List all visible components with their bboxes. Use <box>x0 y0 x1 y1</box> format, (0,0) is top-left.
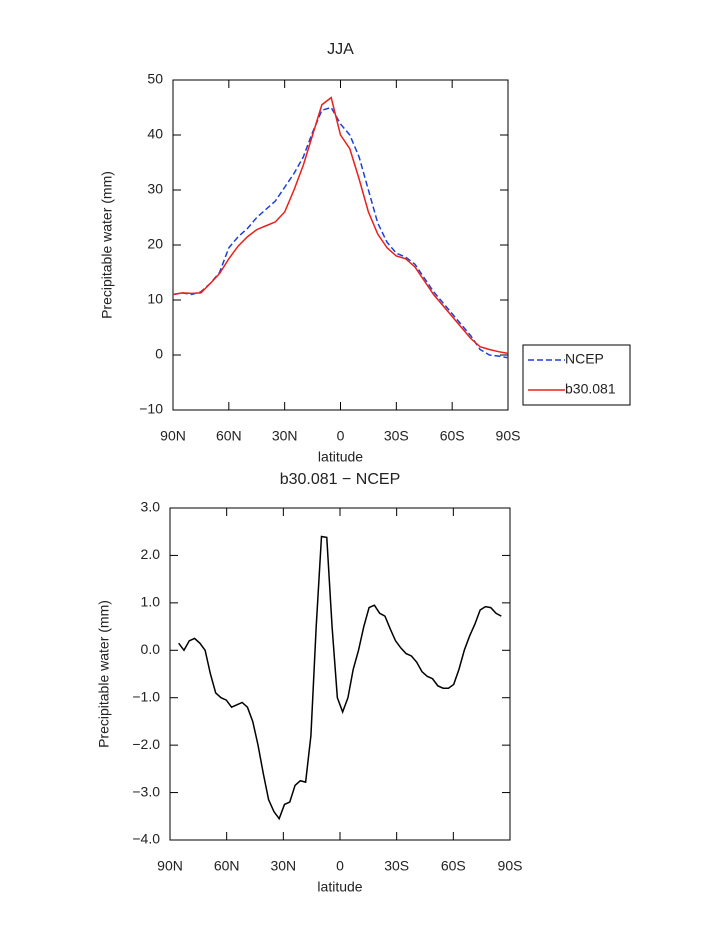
y-tick-label: 20 <box>147 236 163 252</box>
y-tick-label: 30 <box>147 181 163 197</box>
x-tick-label: 60N <box>216 428 242 444</box>
y-tick-label: −2.0 <box>132 736 160 752</box>
plot-frame <box>172 79 509 411</box>
y-tick-label: 40 <box>147 126 163 142</box>
x-tick-label: 30N <box>272 428 298 444</box>
x-tick-label: 30S <box>384 858 409 874</box>
y-axis-label: Precipitable water (mm) <box>96 600 112 748</box>
x-tick-label: 60N <box>214 858 240 874</box>
panel: JJA latitude Precipitable water (mm) −10 0 10… <box>99 41 631 465</box>
x-tick-label: 90S <box>496 428 521 444</box>
data-line <box>172 106 509 359</box>
y-tick-label: 50 <box>147 71 163 87</box>
x-axis-label: latitude <box>318 449 363 465</box>
chart-title: JJA <box>327 41 354 58</box>
legend-box <box>522 344 631 406</box>
legend-label: NCEP <box>565 351 604 367</box>
y-tick-label: −1.0 <box>132 688 160 704</box>
legend: NCEP b30.081 <box>522 344 631 406</box>
y-tick-label: 0.0 <box>141 641 161 657</box>
y-tick-label: 0 <box>155 346 163 362</box>
x-tick-label: 60S <box>440 428 465 444</box>
y-tick-label: −4.0 <box>132 831 160 847</box>
data-line <box>178 535 502 821</box>
y-tick-label: 3.0 <box>141 499 161 515</box>
x-tick-label: 90N <box>157 858 183 874</box>
x-tick-label: 60S <box>441 858 466 874</box>
data-line <box>172 96 509 355</box>
x-tick-label: 30S <box>384 428 409 444</box>
x-tick-label: 0 <box>337 428 345 444</box>
y-tick-label: 2.0 <box>141 546 161 562</box>
y-tick-label: 1.0 <box>141 594 161 610</box>
x-tick-label: 90N <box>160 428 186 444</box>
y-axis-label: Precipitable water (mm) <box>99 171 115 319</box>
y-tick-label: −10 <box>139 401 163 417</box>
x-tick-label: 30N <box>270 858 296 874</box>
panel: b30.081 − NCEP latitude Precipitable water… <box>96 471 523 894</box>
legend-label: b30.081 <box>565 381 616 397</box>
plot-frame <box>169 507 511 841</box>
y-tick-label: −3.0 <box>132 783 160 799</box>
x-tick-label: 90S <box>498 858 523 874</box>
x-axis-label: latitude <box>317 879 362 895</box>
x-tick-label: 0 <box>336 858 344 874</box>
chart-title: b30.081 − NCEP <box>280 471 401 488</box>
y-tick-label: 10 <box>147 291 163 307</box>
